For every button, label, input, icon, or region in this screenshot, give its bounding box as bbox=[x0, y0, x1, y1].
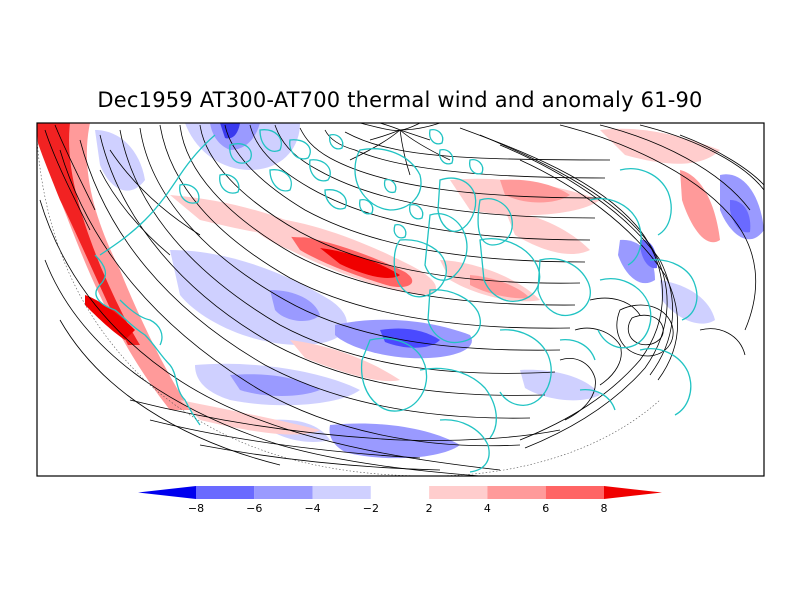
colorbar-tick-label: 4 bbox=[484, 502, 491, 515]
negative-anomaly-region bbox=[230, 374, 320, 396]
positive-anomaly-region bbox=[500, 179, 570, 203]
domain-mask bbox=[37, 123, 340, 476]
colorbar-bin bbox=[138, 486, 196, 499]
domain-outline bbox=[37, 139, 661, 476]
positive-anomaly-region bbox=[680, 170, 720, 243]
colorbar-bin bbox=[370, 486, 430, 499]
colorbar-bin bbox=[604, 486, 662, 499]
negative-anomaly-region bbox=[640, 239, 658, 269]
negative-anomaly-region bbox=[170, 250, 347, 345]
colorbar-tick-label: 8 bbox=[601, 502, 608, 515]
domain-mask bbox=[520, 300, 764, 476]
anomaly-field bbox=[37, 123, 764, 459]
colorbar-tick-label: −4 bbox=[304, 502, 320, 515]
negative-anomaly-region bbox=[520, 369, 600, 401]
positive-anomaly-region bbox=[85, 295, 135, 340]
streamlines bbox=[39, 123, 764, 476]
colorbar-tick-label: −8 bbox=[188, 502, 204, 515]
positive-anomaly-region bbox=[290, 340, 400, 382]
colorbar-bin bbox=[545, 486, 604, 499]
colorbar-tick-label: −2 bbox=[363, 502, 379, 515]
negative-anomaly-region bbox=[618, 239, 655, 284]
positive-anomaly-region bbox=[320, 248, 400, 278]
positive-anomaly-region bbox=[600, 128, 720, 164]
positive-anomaly-region bbox=[37, 123, 140, 345]
colorbar-bin bbox=[254, 486, 313, 499]
negative-anomaly-region bbox=[730, 200, 751, 233]
colorbar-tick-label: −6 bbox=[246, 502, 262, 515]
positive-anomaly-region bbox=[170, 195, 320, 238]
negative-anomaly-region bbox=[660, 280, 715, 324]
colorbar-tick-label: 6 bbox=[542, 502, 549, 515]
positive-anomaly-region bbox=[180, 400, 320, 435]
map-frame bbox=[36, 122, 765, 477]
positive-anomaly-region bbox=[505, 210, 590, 255]
colorbar-bin bbox=[429, 486, 488, 499]
colorbar-bin bbox=[312, 486, 371, 499]
negative-anomaly-region bbox=[95, 130, 145, 191]
colorbar-tick-label: 2 bbox=[426, 502, 433, 515]
negative-anomaly-region bbox=[380, 328, 440, 348]
colorbar-bin bbox=[487, 486, 546, 499]
coastlines bbox=[94, 129, 698, 473]
map-title: Dec1959 AT300-AT700 thermal wind and ano… bbox=[97, 88, 703, 112]
colorbar-bin bbox=[196, 486, 255, 499]
negative-anomaly-region bbox=[329, 423, 460, 459]
